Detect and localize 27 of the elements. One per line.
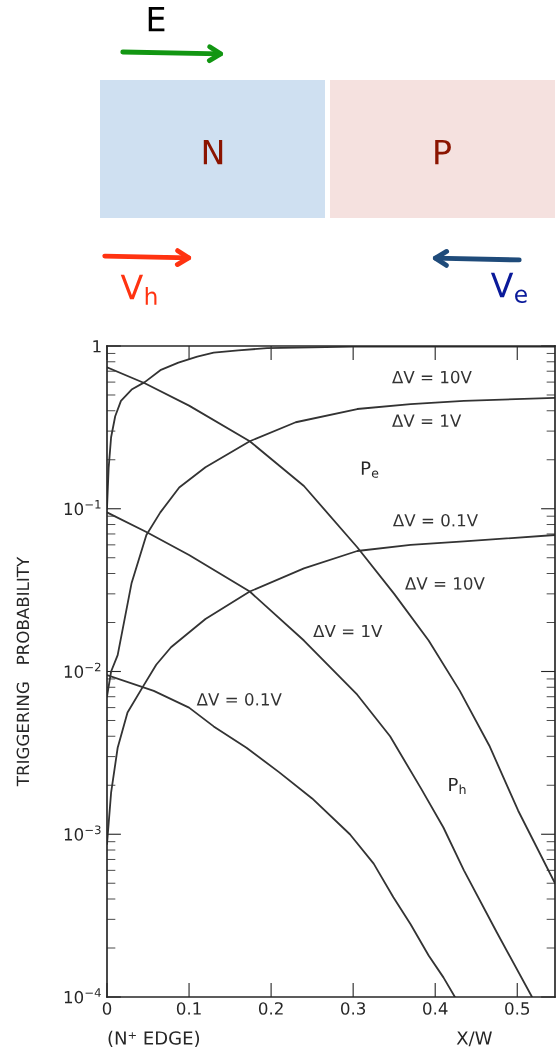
series-label: ΔV = 10V: [405, 577, 485, 590]
y-tick-label: 10$^{−4}$: [64, 988, 101, 1004]
text: E: [148, 6, 165, 32]
annotation: P$_{e}$: [361, 461, 379, 478]
y-tick-label: 10$^{−3}$: [64, 825, 101, 841]
x-tick-label: 0.3: [341, 1002, 366, 1015]
series-label: ΔV = 0.1V: [392, 514, 478, 527]
y-tick-label: 10$^{−2}$: [64, 662, 101, 678]
y-tick-label: 10$^{−1}$: [64, 500, 101, 516]
legend-label: ΔV = 10V: [392, 370, 472, 384]
x-tick-label: 0.1: [176, 1002, 201, 1015]
x-tick-label: 0.4: [423, 1002, 448, 1015]
series-label: ΔV = 1V: [392, 414, 462, 427]
text: V$_{e}$: [490, 272, 527, 303]
x-tick-label: 0: [102, 1002, 112, 1015]
series-label: ΔV = 1V: [313, 624, 383, 638]
annotation: P$_{h}$: [449, 777, 466, 794]
text: V$_{h}$: [120, 274, 157, 305]
y-tick-label: 1: [93, 340, 101, 353]
text: (N⁺ EDGE): [108, 1030, 200, 1047]
series-label: ΔV = 0.1V: [196, 693, 282, 706]
x-tick-label: 0.5: [505, 1002, 530, 1015]
text: N: [203, 139, 223, 165]
x-axis-title: X/W: [456, 1031, 492, 1047]
y-axis-title: TRIGGERING PROBABILITY: [16, 556, 30, 787]
text: P: [435, 139, 451, 165]
x-tick-label: 0.2: [258, 1002, 283, 1015]
